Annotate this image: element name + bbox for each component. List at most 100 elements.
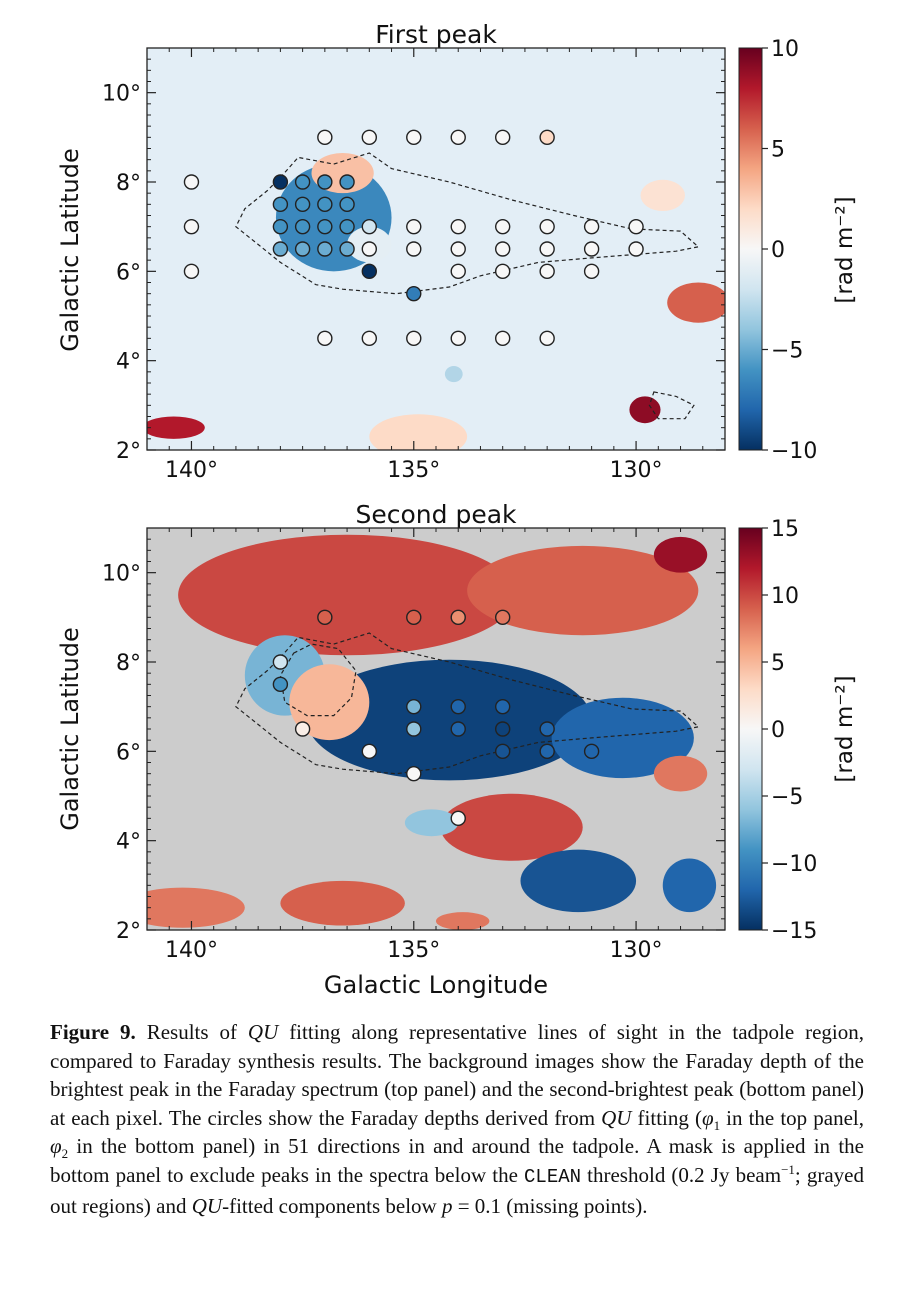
fit-point: [406, 129, 422, 146]
map-region: [467, 545, 699, 636]
y-axis-label: Galactic Latitude: [56, 627, 84, 831]
contour-lines: [235, 152, 700, 420]
map-region: [653, 536, 708, 573]
x-axis-label: Galactic Longitude: [324, 971, 548, 999]
colorbar: [738, 527, 763, 931]
fit-point: [494, 129, 511, 146]
colorbar-tick-label: 5: [771, 138, 785, 163]
map-region: [436, 912, 490, 930]
y-tick-label: 2°: [116, 919, 141, 944]
fit-point: [406, 721, 422, 737]
fit-point: [294, 721, 311, 737]
map-region: [369, 414, 468, 450]
caption-qu: QU: [247, 1020, 279, 1044]
map-region: [307, 659, 592, 781]
fit-point: [339, 174, 355, 190]
colorbar-tick-label: 10: [771, 37, 799, 62]
fit-point: [450, 721, 466, 737]
caption-text: in the top panel,: [720, 1105, 864, 1130]
fit-point: [317, 241, 333, 257]
caption-text: fitting (: [631, 1105, 702, 1130]
map-region: [653, 755, 708, 792]
fit-point: [450, 218, 466, 235]
fit-point: [317, 330, 333, 347]
y-tick-label: 8°: [116, 171, 141, 196]
caption-text: threshold (0.2 Jy beam: [581, 1162, 782, 1187]
fit-point: [272, 676, 289, 693]
x-tick-label: 135°: [387, 458, 440, 483]
contour-lines: [235, 632, 700, 775]
colorbar-tick-label: −10: [771, 852, 817, 877]
panel-second-peak: Second peak 140° 135° 130° 2° 4° 6° 8° 10° Gala…: [56, 500, 858, 999]
fit-point: [406, 698, 422, 715]
fit-point: [583, 743, 600, 760]
caption-phi: φ: [701, 1105, 714, 1130]
figure-caption: Figure 9. Results of QU fitting along re…: [50, 1018, 864, 1220]
y-tick-label: 6°: [116, 260, 141, 285]
axes-ticks: 140° 135° 130° 2° 4° 6° 8° 10°: [102, 47, 726, 483]
map-region: [280, 880, 405, 926]
fit-point: [539, 129, 555, 146]
x-tick-label: 130°: [610, 938, 663, 963]
fit-point: [317, 609, 333, 626]
caption-text: Results of: [135, 1020, 248, 1044]
fit-point: [183, 218, 200, 235]
fit-point: [539, 743, 555, 760]
background-map: [147, 534, 717, 930]
colorbar-tick-label: 0: [771, 718, 785, 743]
caption-clean: CLEAN: [524, 1165, 582, 1188]
caption-sub: 2: [61, 1146, 69, 1162]
fit-point: [361, 129, 378, 146]
fit-point: [317, 196, 333, 213]
contour-line: [648, 391, 695, 420]
caption-phi: φ: [50, 1134, 62, 1159]
caption-qu: QU: [191, 1193, 223, 1218]
map-region: [440, 793, 583, 861]
colorbar-tick-label: 0: [771, 238, 785, 263]
map-region: [444, 366, 463, 383]
y-tick-label: 8°: [116, 651, 141, 676]
contour-line: [235, 152, 700, 295]
map-region: [178, 534, 517, 656]
fit-point: [361, 743, 378, 760]
y-tick-label: 2°: [116, 439, 141, 464]
map-region: [404, 809, 459, 837]
fit-point: [494, 721, 511, 737]
caption-sub: 1: [713, 1117, 721, 1133]
fit-point: [317, 129, 333, 146]
fitted-points: [183, 129, 644, 347]
caption-qu: QU: [601, 1105, 632, 1130]
figure-panels: First peak 140° 135° 130° 2° 4° 6° 8° 10° Galac…: [56, 20, 858, 999]
fit-point: [339, 241, 355, 257]
fit-point: [539, 263, 555, 280]
y-tick-label: 4°: [116, 830, 141, 855]
fit-point: [406, 765, 422, 782]
caption-sup: −1: [781, 1161, 795, 1177]
fit-point: [450, 810, 466, 827]
x-tick-label: 130°: [610, 458, 663, 483]
y-tick-label: 10°: [102, 82, 141, 107]
fit-point: [272, 196, 289, 213]
x-tick-label: 140°: [165, 458, 218, 483]
colorbar-tick-label: −5: [771, 339, 803, 364]
fit-point: [272, 218, 289, 235]
colorbar-label: [rad m⁻²]: [832, 675, 858, 782]
fit-point: [494, 698, 511, 715]
colorbar-ticks: −10 −5 0 5 10: [762, 37, 817, 464]
y-axis-label: Galactic Latitude: [56, 148, 84, 352]
fit-point: [339, 218, 355, 235]
contour-line: [279, 643, 357, 717]
colorbar-label: [rad m⁻²]: [832, 196, 858, 303]
fit-point: [450, 263, 466, 280]
fit-point: [494, 609, 511, 626]
fit-point: [317, 174, 333, 190]
caption-text: -fitted components below: [222, 1193, 442, 1218]
fit-point: [317, 218, 333, 235]
fit-point: [494, 330, 511, 347]
fit-point: [294, 218, 311, 235]
map-region: [520, 849, 637, 913]
fit-point: [628, 218, 644, 235]
x-tick-label: 135°: [387, 938, 440, 963]
fit-point: [183, 263, 200, 280]
fit-point: [539, 218, 555, 235]
